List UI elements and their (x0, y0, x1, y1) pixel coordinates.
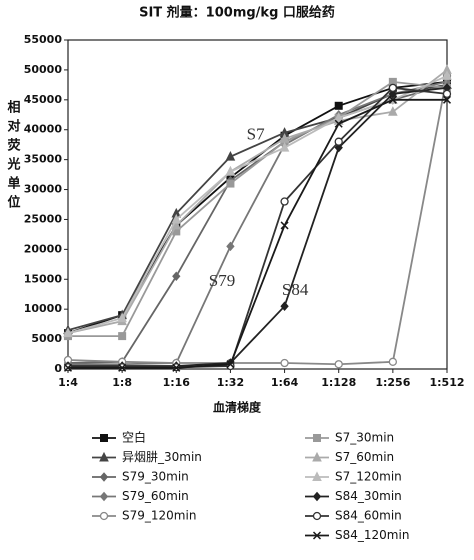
legend-label: S79_60min (122, 489, 189, 503)
series-line (68, 98, 447, 369)
data-point (334, 119, 343, 128)
series-line (68, 80, 448, 338)
x-tick-label: 1:4 (58, 376, 78, 389)
annotation: S7 (247, 125, 265, 144)
annotation: S84 (282, 280, 309, 299)
legend-label: S84_120min (335, 528, 409, 542)
data-point (280, 301, 289, 311)
series-line (68, 86, 448, 367)
legend-label: 异烟肼_30min (122, 449, 202, 464)
legend-label: S79_30min (122, 470, 189, 484)
data-point (388, 83, 398, 93)
legend-marker (312, 471, 322, 481)
y-tick-label: 55000 (24, 33, 63, 46)
y-tick-label: 50000 (24, 63, 63, 76)
legend-marker (312, 491, 322, 502)
legend-marker (312, 511, 322, 521)
data-point (118, 332, 127, 341)
legend-label: S79_120min (122, 509, 196, 523)
data-point (442, 95, 452, 104)
plot-frame (67, 39, 448, 370)
y-axis-label: 相对荧光单位 (5, 99, 22, 214)
data-point (388, 95, 397, 104)
legend-label: S7_30min (335, 431, 394, 445)
y-tick-label: 0 (54, 362, 62, 375)
data-point (334, 360, 343, 369)
data-point (334, 101, 343, 110)
x-tick-label: 1:512 (429, 376, 464, 389)
legend-marker (99, 451, 109, 462)
data-point (280, 221, 289, 230)
legend-marker (313, 434, 321, 442)
data-point (117, 312, 127, 323)
legend-marker (312, 531, 322, 540)
y-tick-label: 35000 (24, 153, 63, 166)
y-tick-label: 15000 (24, 272, 63, 285)
y-tick-label: 45000 (24, 93, 63, 106)
data-point (171, 213, 182, 224)
legend-marker (99, 511, 109, 521)
legend-label: 空白 (122, 430, 146, 445)
data-point (334, 142, 343, 153)
data-point (442, 70, 452, 80)
x-tick-label: 1:128 (321, 376, 356, 389)
data-point (226, 360, 235, 369)
data-point (226, 241, 235, 252)
data-point (333, 112, 344, 122)
legend-marker (99, 472, 109, 482)
legend-marker (312, 451, 322, 462)
y-tick-label: 40000 (24, 123, 63, 136)
y-tick-label: 30000 (24, 183, 63, 196)
x-tick-label: 1:32 (217, 376, 244, 389)
data-point (225, 165, 236, 176)
x-axis-label: 血清梯度 (213, 400, 262, 415)
data-point (63, 327, 73, 338)
data-point (388, 106, 398, 116)
x-tick-label: 1:16 (163, 376, 191, 389)
data-point (225, 151, 236, 161)
x-tick-label: 1:256 (375, 376, 410, 389)
data-point (63, 363, 73, 372)
data-point (172, 271, 181, 282)
data-point (226, 179, 235, 188)
legend-label: S7_120min (335, 470, 402, 484)
y-tick-label: 10000 (24, 302, 63, 315)
data-point (334, 137, 343, 146)
chart-title: SIT 剂量：100mg/kg 口服给药 (139, 5, 335, 21)
legend-marker (99, 491, 109, 502)
legend-label: S84_60min (335, 509, 402, 523)
data-point (388, 89, 398, 99)
series-line (67, 69, 448, 334)
data-point (280, 358, 289, 368)
data-point (118, 363, 127, 372)
data-point (280, 197, 289, 206)
series-line (67, 75, 448, 366)
y-tick-label: 25000 (24, 212, 63, 225)
y-tick-label: 5000 (31, 332, 62, 345)
legend-marker (100, 434, 108, 442)
data-point (388, 357, 398, 366)
x-tick-label: 1:8 (112, 376, 132, 389)
legend-label: S84_30min (335, 489, 402, 503)
data-point (279, 142, 290, 152)
x-tick-label: 1:64 (271, 376, 299, 389)
annotation: S79 (209, 271, 235, 290)
data-point (442, 89, 452, 98)
y-tick-label: 20000 (24, 242, 63, 255)
legend-label: S7_60min (335, 450, 394, 464)
data-point (172, 363, 181, 372)
